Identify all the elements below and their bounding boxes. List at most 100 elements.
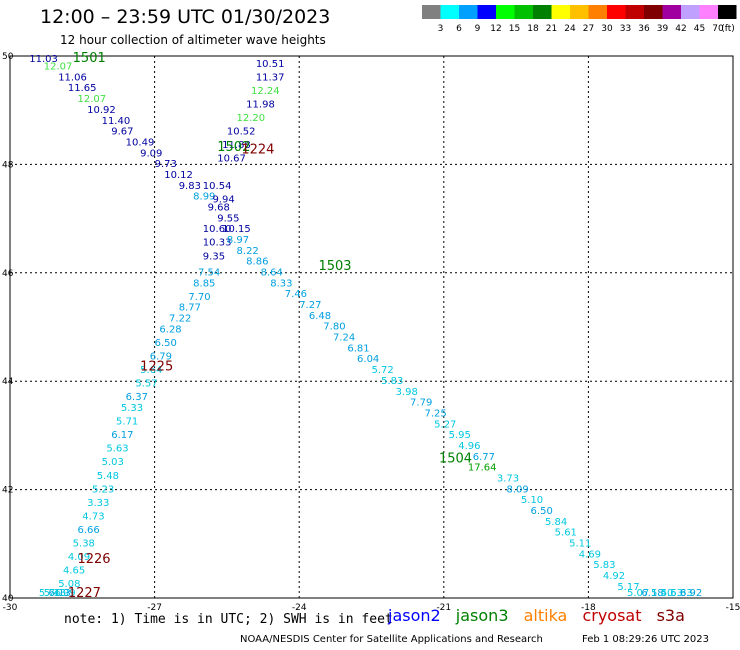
wave-height-point: 8.77 bbox=[179, 303, 201, 314]
scale-swatch bbox=[644, 5, 663, 19]
wave-height-point: 8.22 bbox=[237, 246, 259, 257]
wave-height-point: 3.73 bbox=[497, 473, 519, 484]
scale-label: 12 bbox=[490, 24, 501, 34]
credit-date: Feb 1 08:29:26 UTC 2023 bbox=[582, 634, 709, 645]
time-label: 1504 bbox=[439, 452, 472, 467]
scale-swatch bbox=[681, 5, 700, 19]
color-scale-legend: 3 6 9 12 15 18 21 24 27 30 33 36 39 42 45 70(ft) bbox=[422, 5, 737, 34]
scale-swatch bbox=[422, 5, 441, 19]
y-tick-label: 44 bbox=[2, 377, 14, 387]
wave-height-point: 5.57 bbox=[135, 379, 157, 390]
wave-height-point: 10.92 bbox=[87, 105, 116, 116]
wave-height-point: 10.49 bbox=[126, 137, 155, 148]
wave-height-point: 5.03 bbox=[102, 457, 124, 468]
scale-swatch bbox=[588, 5, 607, 19]
wave-height-point: 5.23 bbox=[92, 484, 114, 495]
wave-height-point: 5.13 bbox=[44, 588, 66, 599]
wave-height-point: 7.24 bbox=[333, 333, 355, 344]
scale-swatch bbox=[662, 5, 681, 19]
scale-swatch bbox=[514, 5, 533, 19]
credit-line: NOAA/NESDIS Center for Satellite Applica… bbox=[240, 634, 543, 645]
wave-height-point: 10.51 bbox=[256, 59, 285, 70]
scale-swatch bbox=[718, 5, 737, 19]
scale-label: 36 bbox=[638, 24, 650, 34]
x-tick-label: -18 bbox=[581, 603, 596, 613]
wave-height-point: 5.72 bbox=[372, 365, 394, 376]
scale-label: 42 bbox=[675, 24, 686, 34]
wave-height-point: 6.04 bbox=[357, 354, 379, 365]
wave-height-point: 8.86 bbox=[246, 257, 268, 268]
wave-height-point: 5.33 bbox=[121, 403, 143, 414]
wave-height-point: 3.98 bbox=[396, 387, 418, 398]
wave-height-point: 6.50 bbox=[531, 506, 553, 517]
wave-height-point: 5.64 bbox=[140, 365, 162, 376]
wave-height-point: 9.67 bbox=[111, 127, 133, 138]
y-tick-label: 42 bbox=[2, 486, 13, 496]
wave-height-point: 5.61 bbox=[555, 528, 577, 539]
wave-height-point: 10.54 bbox=[203, 181, 232, 192]
wave-height-point: 6.77 bbox=[473, 452, 495, 463]
wave-height-point: 6.28 bbox=[159, 324, 181, 335]
wave-height-point: 10.15 bbox=[222, 224, 251, 235]
x-tick-label: -24 bbox=[292, 603, 307, 613]
scale-label: 6 bbox=[456, 24, 462, 34]
time-label: 1226 bbox=[77, 552, 110, 567]
plot-frame bbox=[9, 55, 734, 599]
scale-label: 9 bbox=[475, 24, 481, 34]
wave-height-point: 6.13 bbox=[49, 588, 71, 599]
wave-height-point: 9.83 bbox=[179, 181, 201, 192]
wave-height-point: 6.18 bbox=[641, 588, 663, 599]
time-label: 1503 bbox=[318, 259, 351, 274]
scale-label: 27 bbox=[583, 24, 594, 34]
wave-height-point: 12.07 bbox=[44, 62, 73, 73]
wave-height-point: 7.80 bbox=[323, 322, 345, 333]
wave-height-point: 11.06 bbox=[58, 72, 87, 83]
wave-height-point: 5.11 bbox=[569, 539, 591, 550]
satellite-legend: jason2 jason3 altika cryosat s3a bbox=[388, 606, 695, 625]
wave-height-point: 11.40 bbox=[102, 116, 131, 127]
y-tick-label: 46 bbox=[2, 269, 14, 279]
wave-height-point: 9.35 bbox=[203, 251, 225, 262]
wave-height-point: 7.22 bbox=[169, 314, 191, 325]
wave-height-point: 5.38 bbox=[73, 539, 95, 550]
scale-label: 3 bbox=[438, 24, 444, 34]
chart-subtitle: 12 hour collection of altimeter wave hei… bbox=[60, 33, 326, 47]
wave-height-point: 5.83 bbox=[670, 588, 692, 599]
x-tick-label: -21 bbox=[436, 603, 451, 613]
wave-height-point: 10.67 bbox=[217, 154, 246, 165]
scale-label: 30 bbox=[601, 24, 613, 34]
wave-height-point: 6.37 bbox=[126, 392, 148, 403]
wave-height-point: 11.88 bbox=[222, 140, 251, 151]
legend-jason3: jason3 bbox=[455, 606, 509, 625]
wave-height-point: 7.79 bbox=[410, 398, 432, 409]
scale-swatch bbox=[440, 5, 459, 19]
wave-height-point: 7.70 bbox=[188, 292, 210, 303]
wave-height-point: 12.24 bbox=[251, 86, 280, 97]
wave-height-point: 7.25 bbox=[425, 408, 447, 419]
wave-height-point: 5.27 bbox=[434, 419, 456, 430]
scale-label: 70 bbox=[712, 24, 724, 34]
wave-height-point: 5.07 bbox=[627, 588, 649, 599]
scale-swatch bbox=[477, 5, 496, 19]
scale-swatch bbox=[533, 5, 552, 19]
scale-unit: (ft) bbox=[721, 24, 735, 34]
wave-height-point: 5.10 bbox=[521, 495, 543, 506]
wave-height-point: 5.76 bbox=[39, 588, 61, 599]
wave-height-point: 11.65 bbox=[68, 83, 97, 94]
legend-s3a: s3a bbox=[656, 606, 685, 625]
wave-height-point: 5.08 bbox=[58, 579, 80, 590]
wave-height-point: 10.33 bbox=[203, 238, 232, 249]
chart-title: 12:00 – 23:59 UTC 01/30/2023 bbox=[40, 6, 331, 28]
wave-height-point: 8.09 bbox=[506, 484, 528, 495]
wave-height-point: 5.83 bbox=[381, 376, 403, 387]
wave-height-point: 11.37 bbox=[256, 72, 285, 83]
wave-height-point: 4.96 bbox=[458, 441, 480, 452]
wave-height-point: 5.63 bbox=[106, 444, 128, 455]
wave-height-point: 9.09 bbox=[140, 148, 162, 159]
wave-height-point: 7.27 bbox=[299, 300, 321, 311]
scale-label: 18 bbox=[527, 24, 539, 34]
legend-jason2: jason2 bbox=[388, 606, 441, 625]
wave-height-point: 3.33 bbox=[87, 498, 109, 509]
wave-height-point: 4.09 bbox=[68, 552, 90, 563]
